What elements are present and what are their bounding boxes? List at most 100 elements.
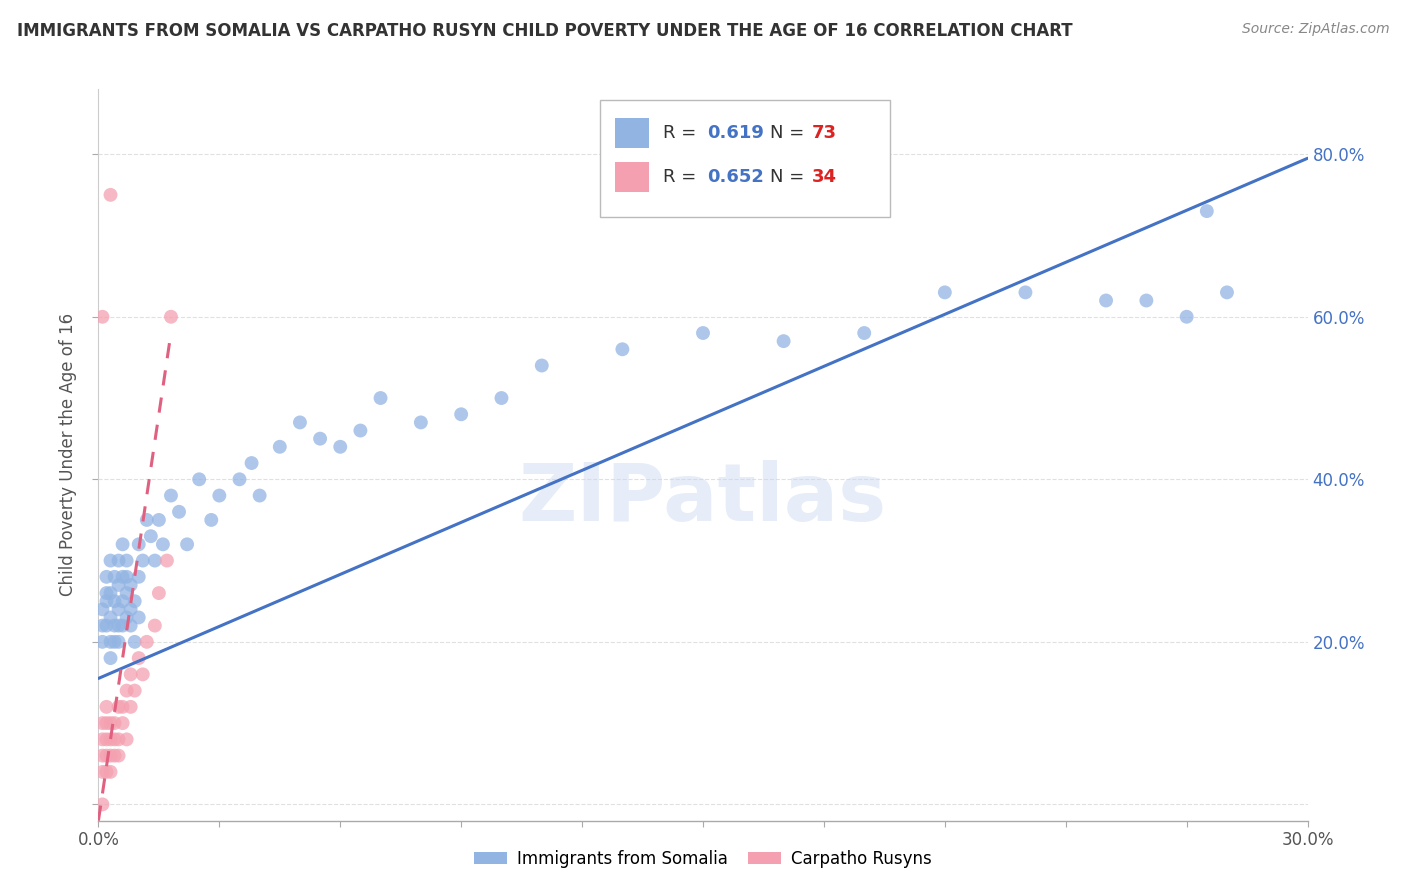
Point	[103, 594, 125, 608]
Point	[120, 602, 142, 616]
Point	[160, 310, 183, 324]
Point	[107, 732, 129, 747]
Text: 0.652: 0.652	[707, 168, 763, 186]
Point	[100, 732, 122, 747]
Point	[124, 594, 146, 608]
Text: 73: 73	[811, 124, 837, 142]
Point	[1014, 285, 1036, 300]
Point	[100, 610, 122, 624]
FancyBboxPatch shape	[614, 161, 648, 193]
Point	[1095, 293, 1118, 308]
Text: Source: ZipAtlas.com: Source: ZipAtlas.com	[1241, 22, 1389, 37]
Point	[96, 716, 118, 731]
Point	[115, 553, 138, 567]
Point	[91, 732, 114, 747]
Text: N =: N =	[769, 168, 810, 186]
Point	[692, 326, 714, 340]
Point	[100, 553, 122, 567]
Point	[135, 513, 157, 527]
Point	[91, 635, 114, 649]
Point	[208, 489, 231, 503]
Point	[103, 732, 125, 747]
Y-axis label: Child Poverty Under the Age of 16: Child Poverty Under the Age of 16	[59, 313, 77, 597]
Point	[120, 578, 142, 592]
Point	[107, 699, 129, 714]
Point	[128, 651, 150, 665]
Point	[176, 537, 198, 551]
Point	[120, 699, 142, 714]
Point	[107, 635, 129, 649]
Point	[100, 187, 122, 202]
Point	[249, 489, 271, 503]
Point	[329, 440, 352, 454]
Point	[132, 667, 155, 681]
Point	[120, 667, 142, 681]
Text: R =: R =	[664, 168, 702, 186]
Text: IMMIGRANTS FROM SOMALIA VS CARPATHO RUSYN CHILD POVERTY UNDER THE AGE OF 16 CORR: IMMIGRANTS FROM SOMALIA VS CARPATHO RUSY…	[17, 22, 1073, 40]
Point	[115, 732, 138, 747]
Point	[128, 570, 150, 584]
Point	[612, 343, 634, 357]
Point	[309, 432, 332, 446]
Point	[96, 594, 118, 608]
Point	[148, 513, 170, 527]
Point	[409, 416, 432, 430]
Point	[103, 618, 125, 632]
Point	[100, 748, 122, 763]
Point	[100, 586, 122, 600]
Point	[96, 748, 118, 763]
Point	[160, 489, 183, 503]
Point	[120, 618, 142, 632]
Point	[139, 529, 162, 543]
Point	[96, 586, 118, 600]
Point	[96, 732, 118, 747]
Point	[349, 424, 371, 438]
Point	[91, 310, 114, 324]
Point	[1195, 204, 1218, 219]
Point	[103, 635, 125, 649]
Point	[96, 764, 118, 779]
Point	[91, 748, 114, 763]
Point	[111, 570, 134, 584]
Point	[167, 505, 190, 519]
Point	[100, 716, 122, 731]
Point	[96, 699, 118, 714]
Point	[228, 472, 250, 486]
Point	[111, 618, 134, 632]
Point	[115, 683, 138, 698]
Point	[772, 334, 794, 348]
Point	[115, 586, 138, 600]
Point	[135, 635, 157, 649]
Legend: Immigrants from Somalia, Carpatho Rusyns: Immigrants from Somalia, Carpatho Rusyns	[467, 844, 939, 875]
Point	[111, 699, 134, 714]
Point	[107, 553, 129, 567]
Point	[148, 586, 170, 600]
Point	[1216, 285, 1239, 300]
Point	[91, 764, 114, 779]
Point	[934, 285, 956, 300]
Point	[188, 472, 211, 486]
Point	[107, 578, 129, 592]
Point	[143, 618, 166, 632]
Point	[91, 602, 114, 616]
Point	[370, 391, 392, 405]
Point	[156, 553, 179, 567]
Text: ZIPatlas: ZIPatlas	[519, 459, 887, 538]
Point	[100, 651, 122, 665]
Point	[107, 748, 129, 763]
Point	[103, 570, 125, 584]
Point	[288, 416, 311, 430]
Point	[107, 618, 129, 632]
Point	[124, 683, 146, 698]
Point	[111, 594, 134, 608]
Point	[853, 326, 876, 340]
Point	[152, 537, 174, 551]
Point	[100, 635, 122, 649]
Point	[111, 537, 134, 551]
Point	[1175, 310, 1198, 324]
Text: N =: N =	[769, 124, 810, 142]
Point	[450, 407, 472, 421]
FancyBboxPatch shape	[614, 118, 648, 148]
Point	[107, 602, 129, 616]
Point	[491, 391, 513, 405]
